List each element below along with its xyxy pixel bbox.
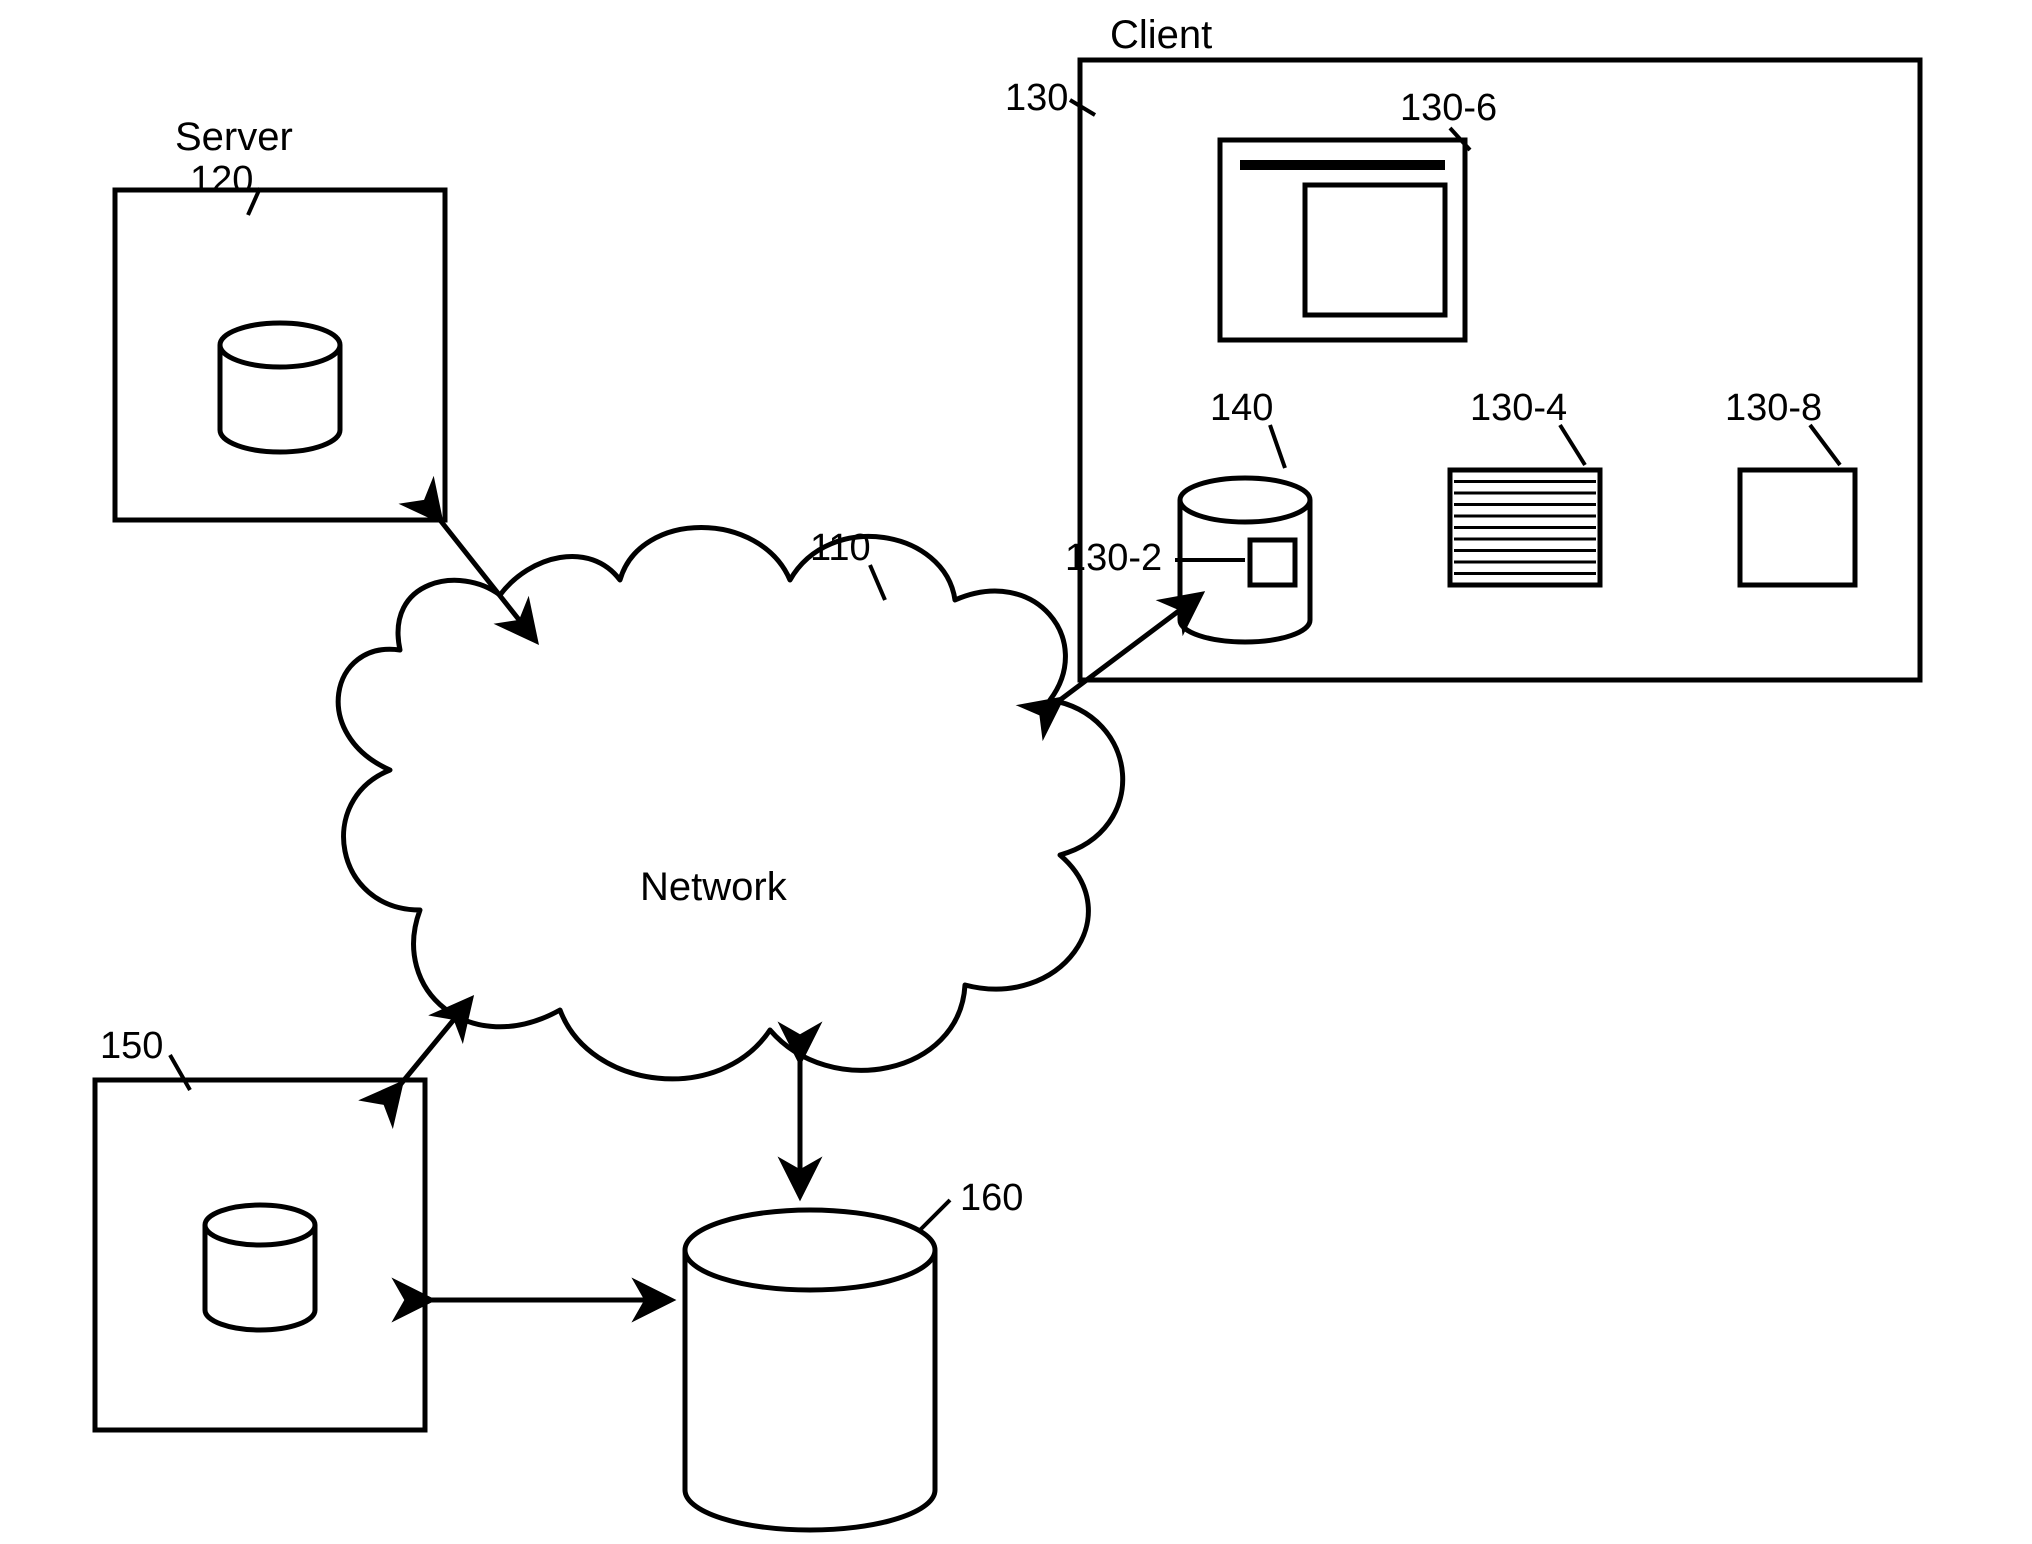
network-diagram: Network 110 Server120 150 160 Client 130 130-6 1… [0, 0, 2032, 1544]
server-ref: 120 [190, 159, 253, 201]
network-label: Network [640, 865, 788, 909]
square-ref: 130-8 [1725, 387, 1822, 429]
client-title: Client [1110, 13, 1212, 57]
connection-arrow [400, 1000, 470, 1085]
db160-ref: 160 [960, 1177, 1023, 1219]
hatched-ref: 130-4 [1470, 387, 1567, 429]
client-ref: 130 [1005, 77, 1068, 119]
network-cloud [338, 528, 1123, 1079]
browser-ref: 130-6 [1400, 87, 1497, 129]
box150-ref: 150 [100, 1025, 163, 1067]
server-title: Server [175, 115, 293, 159]
db140-ref: 140 [1210, 387, 1273, 429]
db140-inner-ref: 130-2 [1065, 537, 1162, 579]
network-ref: 110 [810, 527, 871, 569]
